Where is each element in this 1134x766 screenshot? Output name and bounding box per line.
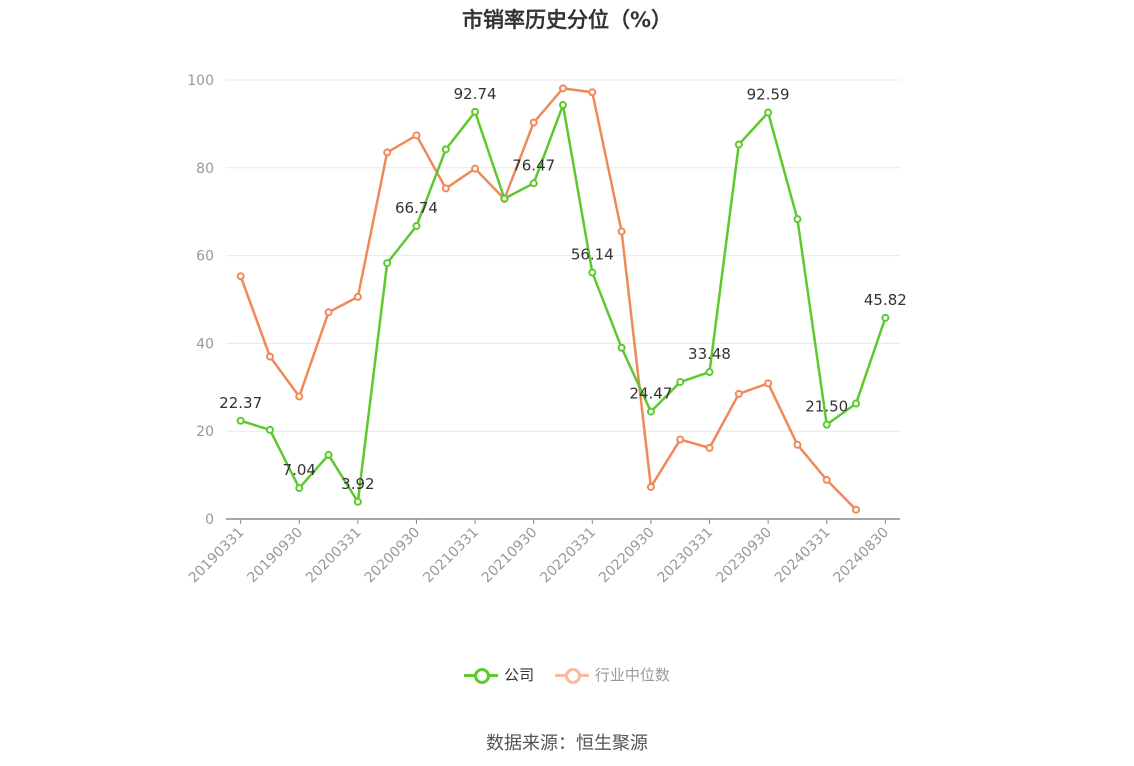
x-tick-label: 20190930 — [244, 525, 306, 587]
data-point — [383, 259, 392, 268]
data-label: 45.82 — [864, 291, 907, 309]
x-tick-label: 20210331 — [420, 525, 482, 587]
data-labels: 22.37 7.04 3.92 66.74 92.74 76.47 56.14 24.47 33… — [219, 85, 907, 493]
data-label: 76.47 — [512, 156, 555, 174]
y-tick-label: 20 — [196, 424, 214, 440]
data-point — [500, 194, 509, 203]
y-tick-label: 60 — [196, 249, 214, 265]
data-point — [471, 164, 480, 173]
data-point — [529, 118, 538, 127]
data-label: 92.74 — [454, 85, 497, 103]
data-label: 66.74 — [395, 199, 438, 217]
data-point — [588, 268, 597, 277]
series-line — [239, 87, 857, 511]
chart-title: 市销率历史分位（%） — [461, 8, 673, 32]
data-point — [734, 140, 743, 149]
data-label: 92.59 — [747, 86, 790, 104]
legend-item-industry-median[interactable]: 行业中位数 — [554, 664, 670, 685]
y-tick-label: 100 — [187, 73, 214, 89]
data-source: 数据来源：恒生聚源 — [486, 733, 648, 754]
data-label: 3.92 — [341, 475, 374, 493]
data-point — [471, 107, 480, 116]
data-point — [705, 443, 714, 452]
x-tick-label: 20220930 — [596, 525, 658, 587]
data-point — [852, 399, 861, 408]
data-point — [559, 84, 567, 93]
y-tick-label: 0 — [205, 512, 214, 528]
legend-swatch-company — [464, 665, 499, 685]
data-point — [559, 101, 567, 110]
data-point — [822, 420, 831, 429]
data-point — [705, 368, 714, 377]
y-tick-label: 40 — [196, 336, 214, 352]
data-point — [588, 88, 597, 97]
data-point — [764, 379, 773, 388]
x-tick-label: 20230930 — [713, 525, 775, 587]
data-point — [646, 407, 655, 416]
series-line — [240, 103, 887, 504]
line-chart: 0 20 40 60 80 100 2019033120190930202003312020… — [186, 73, 907, 586]
x-tick-label: 20200930 — [362, 525, 424, 587]
data-point — [412, 131, 421, 140]
data-point — [441, 145, 450, 154]
data-point — [793, 440, 802, 449]
legend-label-company: 公司 — [504, 666, 535, 684]
data-point — [441, 184, 450, 193]
legend-item-company[interactable]: 公司 — [464, 664, 534, 685]
data-point — [353, 497, 362, 506]
data-point — [822, 475, 831, 484]
y-tick-label: 80 — [196, 161, 214, 177]
data-point — [295, 484, 304, 493]
data-point — [734, 389, 743, 398]
data-label: 22.37 — [219, 394, 262, 412]
data-point — [764, 108, 773, 117]
data-point — [412, 222, 421, 231]
data-point — [881, 313, 890, 322]
legend: 公司 行业中位数 — [0, 664, 1134, 689]
legend-label-industry-median: 行业中位数 — [594, 666, 670, 684]
data-label: 56.14 — [571, 246, 614, 264]
grid-lines — [226, 79, 900, 432]
data-point — [265, 352, 274, 361]
data-point — [793, 215, 802, 224]
legend-swatch-industry-median — [554, 665, 589, 685]
data-point — [852, 505, 861, 514]
x-tick-label: 20240331 — [772, 525, 834, 587]
data-label: 7.04 — [283, 461, 316, 479]
data-label: 33.48 — [688, 345, 731, 363]
data-point — [236, 416, 245, 425]
x-tick-label: 20210930 — [479, 525, 541, 587]
x-tick-label: 20200331 — [303, 525, 365, 587]
data-point — [617, 343, 626, 352]
data-point — [265, 425, 274, 434]
data-point — [324, 308, 333, 317]
data-point — [295, 392, 304, 401]
x-tick-label: 20230331 — [655, 525, 717, 587]
data-point — [676, 435, 685, 444]
data-label: 24.47 — [629, 385, 672, 403]
x-tick-label: 20190331 — [186, 525, 248, 587]
series-lines — [236, 84, 890, 514]
data-point — [324, 450, 333, 459]
data-point — [236, 272, 245, 281]
data-point — [529, 179, 538, 188]
axes: 0 20 40 60 80 100 2019033120190930202003312020… — [186, 73, 900, 586]
data-point — [353, 292, 362, 301]
x-tick-label: 20220331 — [537, 525, 599, 587]
data-point — [646, 482, 655, 491]
data-label: 21.50 — [805, 398, 848, 416]
x-tick-label: 20240830 — [830, 525, 892, 587]
data-point — [676, 378, 685, 387]
data-point — [617, 227, 626, 236]
data-point — [383, 148, 392, 157]
